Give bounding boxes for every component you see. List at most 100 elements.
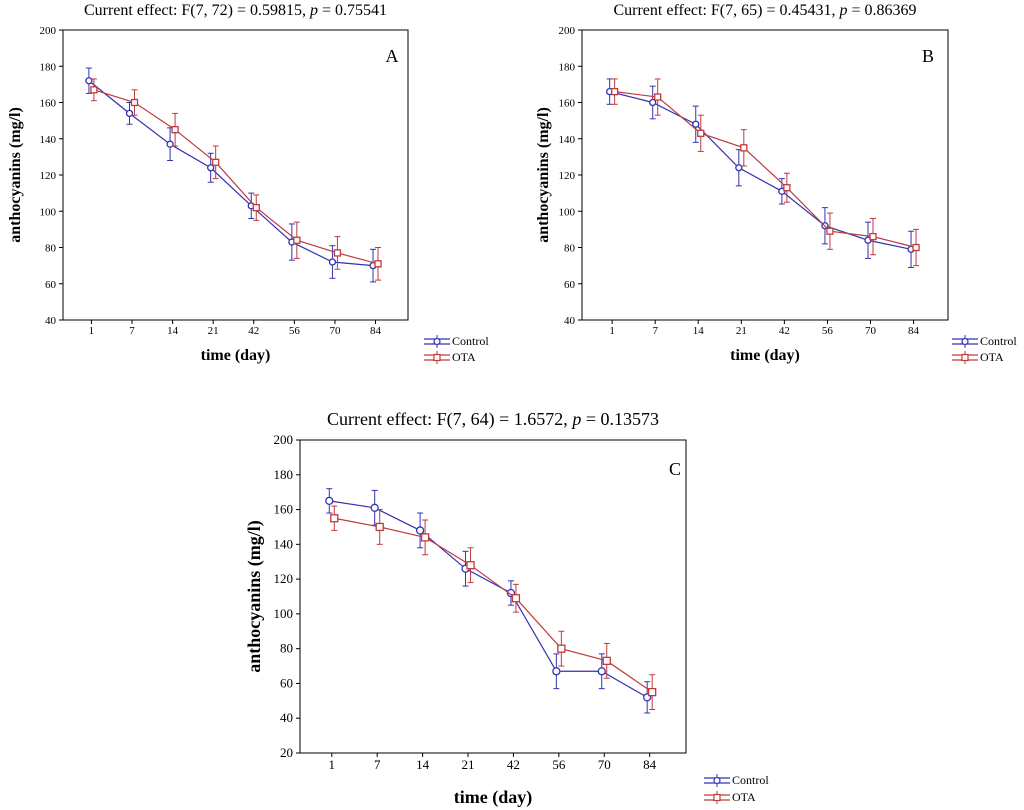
- legend: Control OTA: [704, 773, 769, 804]
- data-point: [783, 184, 791, 192]
- data-point: [328, 258, 337, 266]
- data-point: [511, 594, 521, 603]
- chart-title-suffix: = 0.75541: [318, 2, 387, 19]
- panel-b: Current effect: F(7, 65) = 0.45431, p = …: [535, 2, 1017, 364]
- data-point: [654, 93, 662, 101]
- series-line: [609, 91, 912, 250]
- y-tick-label: 160: [274, 502, 294, 517]
- y-tick-label: 40: [280, 710, 293, 725]
- y-tick-label: 180: [274, 467, 294, 482]
- x-tick-label: 56: [289, 325, 301, 337]
- x-tick-label: 21: [462, 757, 475, 772]
- chart-title-p: p: [838, 2, 847, 19]
- x-tick-label: 84: [370, 325, 382, 337]
- data-point: [826, 227, 834, 235]
- chart-title-p: p: [570, 409, 581, 429]
- y-tick-label: 80: [280, 641, 293, 656]
- data-point: [648, 687, 657, 697]
- data-point: [293, 236, 301, 244]
- y-tick-label: 160: [559, 98, 576, 110]
- x-tick-label: 70: [598, 757, 611, 772]
- plot-area: [581, 29, 949, 321]
- y-tick-label: 40: [45, 315, 57, 327]
- y-tick-label: 180: [40, 61, 57, 73]
- chart-title: Current effect: F(7, 65) = 0.45431, p = …: [613, 2, 916, 19]
- data-point: [85, 77, 93, 85]
- data-point: [252, 203, 260, 212]
- y-tick-label: 100: [274, 606, 294, 621]
- series-ota: [610, 78, 920, 267]
- chart-title-suffix: = 0.86369: [847, 2, 916, 19]
- plot-area: [62, 29, 409, 321]
- x-tick-label: 7: [652, 325, 658, 337]
- chart-title-prefix: Current effect: F(7, 72) = 0.59815,: [84, 2, 310, 19]
- x-tick-label: 21: [208, 325, 219, 337]
- legend: Control OTA: [952, 334, 1017, 364]
- chart-title-prefix: Current effect: F(7, 65) = 0.45431,: [613, 2, 839, 19]
- chart-title-p: p: [309, 2, 318, 19]
- legend-marker: [961, 337, 969, 346]
- legend-label: Control: [980, 334, 1017, 348]
- legend: Control OTA: [424, 334, 489, 364]
- data-point: [415, 526, 425, 535]
- x-tick-label: 42: [248, 325, 259, 337]
- x-tick-label: 56: [822, 325, 834, 337]
- chart-title-prefix: Current effect: F(7, 64) = 1.6572,: [327, 409, 572, 430]
- data-point: [740, 144, 748, 152]
- x-tick-label: 7: [129, 325, 135, 337]
- chart-title-suffix: = 0.13573: [581, 409, 659, 429]
- series-control: [325, 488, 652, 714]
- x-tick-label: 84: [643, 757, 657, 772]
- data-point: [130, 98, 139, 107]
- data-point: [374, 260, 382, 268]
- panel-a: Current effect: F(7, 72) = 0.59815, p = …: [7, 2, 489, 364]
- x-tick-label: 42: [779, 325, 790, 337]
- data-point: [735, 164, 743, 172]
- legend-label: Control: [452, 334, 489, 348]
- panel-letter: B: [922, 46, 934, 66]
- x-tick-label: 1: [609, 325, 615, 337]
- x-tick-label: 56: [552, 757, 566, 772]
- data-point: [90, 86, 98, 94]
- x-axis-label: time (day): [454, 787, 532, 808]
- y-tick-label: 140: [274, 536, 294, 551]
- series-ota: [90, 78, 382, 281]
- data-point: [912, 243, 920, 252]
- y-tick-label: 120: [274, 571, 294, 586]
- y-tick-label: 80: [45, 243, 57, 255]
- x-tick-label: 70: [865, 325, 877, 337]
- legend-marker: [713, 793, 721, 802]
- series-ota: [330, 505, 657, 711]
- data-point: [610, 87, 619, 96]
- y-tick-label: 140: [559, 134, 576, 146]
- y-tick-label: 80: [564, 243, 576, 255]
- data-point: [466, 561, 475, 570]
- y-tick-label: 40: [564, 315, 576, 327]
- plot-area: [299, 439, 687, 754]
- legend-marker: [433, 337, 441, 346]
- series-control: [605, 78, 915, 268]
- data-point: [552, 667, 561, 676]
- data-point: [125, 109, 134, 118]
- y-tick-label: 60: [564, 279, 576, 291]
- y-tick-label: 100: [40, 206, 57, 218]
- legend-label: OTA: [980, 350, 1004, 364]
- series-line: [93, 89, 379, 265]
- data-point: [330, 514, 339, 523]
- legend-marker: [713, 776, 721, 785]
- x-tick-label: 84: [908, 325, 920, 337]
- data-point: [333, 249, 342, 257]
- legend-label: Control: [732, 773, 769, 787]
- y-tick-label: 200: [40, 25, 57, 37]
- data-point: [207, 164, 215, 172]
- legend-marker: [433, 353, 441, 362]
- series-control: [85, 67, 377, 283]
- data-point: [697, 129, 705, 137]
- x-tick-label: 1: [89, 325, 95, 337]
- legend-label: OTA: [732, 790, 756, 804]
- panel-letter: A: [386, 46, 399, 66]
- x-tick-label: 14: [167, 325, 179, 337]
- y-axis-label: anthocyanins (mg/l): [7, 107, 24, 243]
- chart-title: Current effect: F(7, 64) = 1.6572, p = 0…: [327, 409, 659, 430]
